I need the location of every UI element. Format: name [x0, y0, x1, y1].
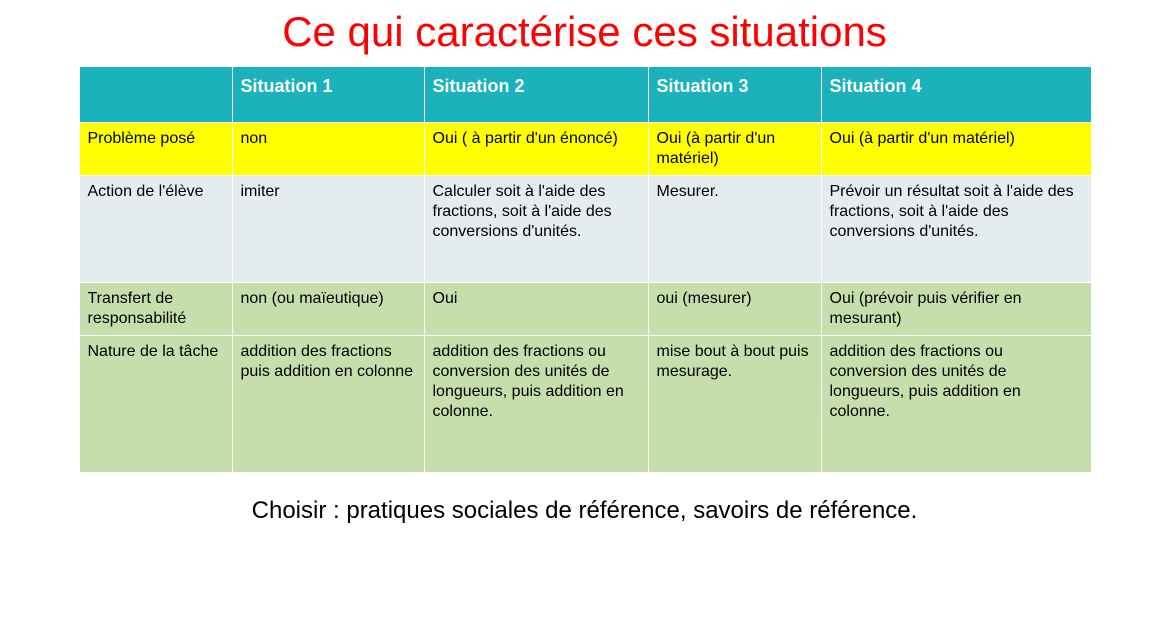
- table-row: Action de l'élèveimiterCalculer soit à l…: [79, 175, 1091, 282]
- cell: addition des fractions ou conversion des…: [821, 335, 1091, 472]
- row-label: Problème posé: [79, 122, 232, 175]
- row-label: Nature de la tâche: [79, 335, 232, 472]
- table-row: Transfert de responsabiliténon (ou maïeu…: [79, 282, 1091, 335]
- table-header-row: Situation 1Situation 2Situation 3Situati…: [79, 67, 1091, 123]
- cell: non: [232, 122, 424, 175]
- row-label: Action de l'élève: [79, 175, 232, 282]
- cell: Mesurer.: [648, 175, 821, 282]
- cell: Calculer soit à l'aide des fractions, so…: [424, 175, 648, 282]
- slide: Ce qui caractérise ces situations Situat…: [0, 0, 1169, 620]
- header-col-4: Situation 4: [821, 67, 1091, 123]
- cell: Oui: [424, 282, 648, 335]
- situations-table: Situation 1Situation 2Situation 3Situati…: [79, 66, 1092, 473]
- cell: mise bout à bout puis mesurage.: [648, 335, 821, 472]
- header-col-1: Situation 1: [232, 67, 424, 123]
- cell: Prévoir un résultat soit à l'aide des fr…: [821, 175, 1091, 282]
- slide-footer: Choisir : pratiques sociales de référenc…: [0, 497, 1169, 525]
- header-col-2: Situation 2: [424, 67, 648, 123]
- cell: non (ou maïeutique): [232, 282, 424, 335]
- cell: Oui (à partir d'un matériel): [821, 122, 1091, 175]
- cell: oui (mesurer): [648, 282, 821, 335]
- header-col-3: Situation 3: [648, 67, 821, 123]
- cell: Oui (à partir d'un matériel): [648, 122, 821, 175]
- row-label: Transfert de responsabilité: [79, 282, 232, 335]
- slide-title: Ce qui caractérise ces situations: [0, 0, 1169, 66]
- cell: Oui (prévoir puis vérifier en mesurant): [821, 282, 1091, 335]
- cell: imiter: [232, 175, 424, 282]
- header-blank: [79, 67, 232, 123]
- cell: addition des fractions ou conversion des…: [424, 335, 648, 472]
- cell: Oui ( à partir d'un énoncé): [424, 122, 648, 175]
- table-row: Problème posénonOui ( à partir d'un énon…: [79, 122, 1091, 175]
- table-row: Nature de la tâcheaddition des fractions…: [79, 335, 1091, 472]
- cell: addition des fractions puis addition en …: [232, 335, 424, 472]
- table-wrapper: Situation 1Situation 2Situation 3Situati…: [79, 66, 1091, 473]
